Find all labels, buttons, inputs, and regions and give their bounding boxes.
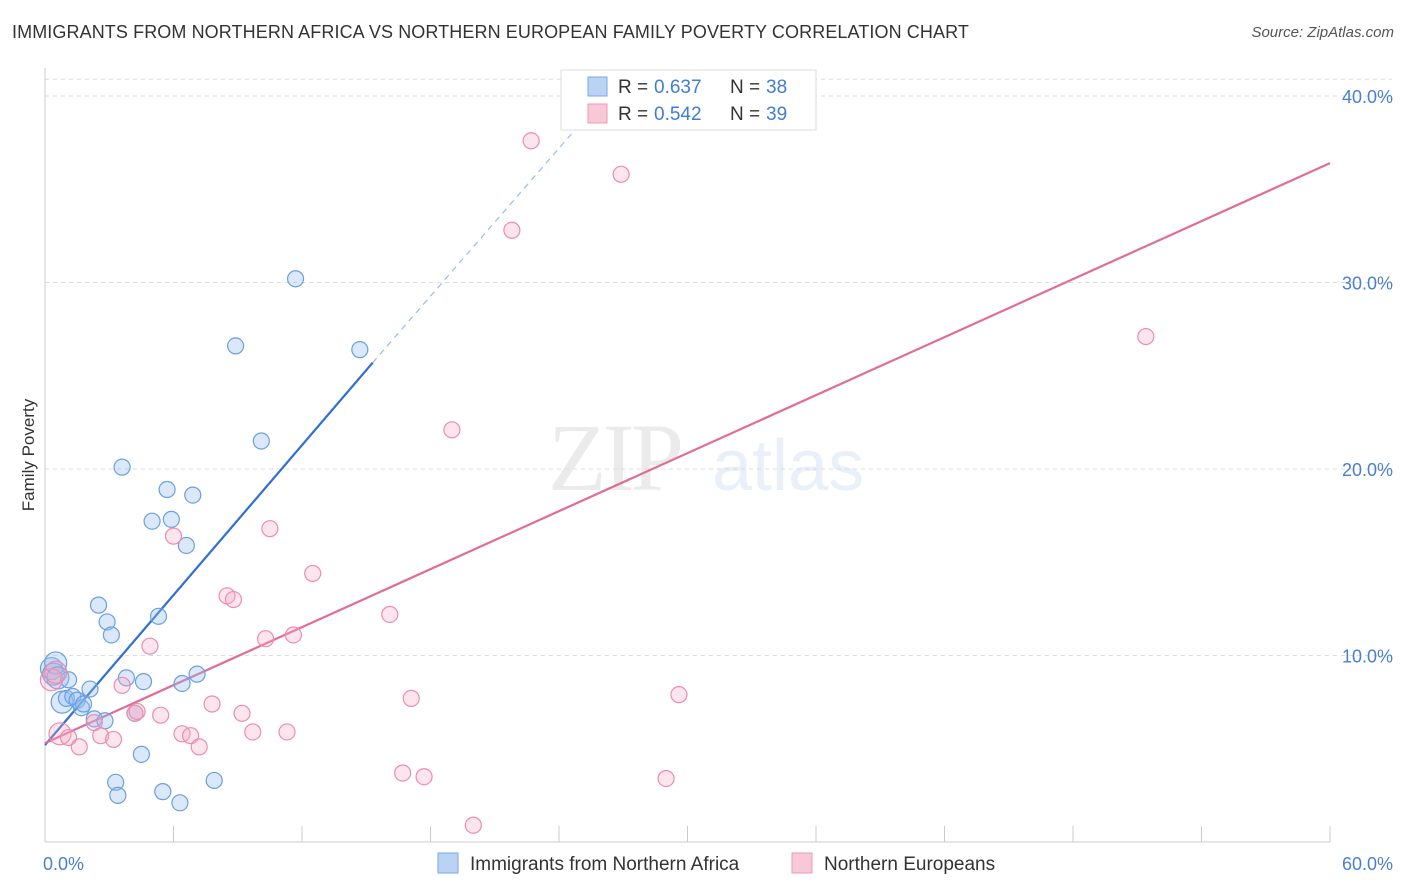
watermark: ZIP atlas (548, 404, 864, 511)
point-pink-12 (152, 706, 170, 724)
point-pink-23 (261, 520, 279, 538)
grid-lines (45, 78, 1392, 656)
point-pink-6 (92, 727, 110, 745)
series-legend-blue-swatch (437, 852, 459, 874)
point-blue-25 (149, 607, 168, 625)
trend-lines (44, 86, 1331, 746)
point-blue-23 (134, 673, 153, 691)
stats-legend-blue-n-label: N = (730, 77, 760, 98)
y-tick-label-2: 30.0% (1342, 273, 1393, 293)
point-blue-22 (132, 745, 150, 763)
point-pink-24 (278, 723, 296, 741)
stats-legend: R = 0.637 N = 38 R = 0.542 N = 39 (560, 69, 817, 131)
stats-legend-pink-r-value: 0.542 (654, 104, 702, 125)
point-pink-29 (402, 689, 420, 707)
series-legend-blue-label: Immigrants from Northern Africa (470, 854, 740, 875)
point-pink-26 (304, 564, 322, 583)
point-pink-35 (612, 165, 630, 183)
point-blue-5 (57, 689, 76, 707)
point-blue-11 (81, 680, 99, 698)
point-pink-11 (141, 637, 159, 655)
y-tick-label-0: 10.0% (1342, 646, 1393, 666)
stats-legend-pink-r-label: R = (618, 104, 648, 125)
point-pink-22 (256, 630, 275, 648)
trend-line-blue-extension (372, 86, 613, 364)
stats-legend-pink-n-label: N = (730, 104, 760, 125)
point-blue-24 (143, 512, 161, 530)
watermark-atlas: atlas (712, 426, 864, 506)
point-blue-37 (286, 270, 305, 288)
point-pink-25 (284, 626, 303, 644)
point-blue-34 (205, 771, 223, 790)
point-blue-27 (158, 480, 176, 499)
point-pink-7 (104, 730, 123, 749)
point-pink-17 (203, 695, 221, 713)
stats-legend-blue-r-value: 0.637 (654, 77, 702, 98)
point-blue-31 (177, 536, 195, 555)
chart-source: Source: ZipAtlas.com (1251, 24, 1394, 41)
point-pink-30 (415, 768, 433, 786)
point-pink-34 (522, 132, 540, 150)
point-pink-0 (39, 668, 64, 692)
point-pink-31 (443, 421, 461, 439)
point-blue-15 (98, 613, 116, 631)
y-tick-label-1: 20.0% (1342, 460, 1393, 480)
point-blue-28 (162, 510, 180, 528)
point-pink-8 (113, 676, 131, 694)
point-pink-1 (44, 660, 68, 684)
point-blue-13 (89, 596, 108, 614)
series-legend: Immigrants from Northern Africa Northern… (437, 852, 995, 875)
y-tick-label-3: 40.0% (1342, 87, 1393, 107)
point-blue-18 (109, 786, 127, 804)
stats-legend-blue-swatch (587, 76, 608, 97)
point-pink-13 (164, 527, 183, 545)
y-axis-label: Family Poverty (19, 398, 38, 511)
point-blue-17 (107, 773, 125, 791)
point-pink-33 (503, 221, 521, 239)
point-blue-32 (184, 486, 202, 504)
trend-line-pink (44, 162, 1331, 745)
chart-title: IMMIGRANTS FROM NORTHERN AFRICA VS NORTH… (12, 22, 969, 42)
point-blue-38 (351, 341, 369, 359)
point-blue-12 (85, 710, 103, 728)
stats-legend-pink-swatch (587, 103, 608, 124)
point-pink-27 (381, 605, 399, 624)
stats-legend-blue-n-value: 38 (766, 77, 787, 98)
trend-line-blue (44, 361, 374, 746)
x-tick-label-0: 0.0% (43, 854, 84, 874)
point-pink-36 (657, 769, 675, 788)
point-pink-21 (244, 723, 262, 741)
point-pink-37 (670, 686, 688, 704)
point-blue-33 (188, 665, 206, 683)
point-blue-36 (252, 432, 270, 450)
point-blue-26 (154, 783, 172, 801)
stats-legend-blue-r-label: R = (618, 77, 648, 98)
point-pink-16 (190, 738, 208, 756)
axes (44, 68, 1331, 843)
point-blue-6 (59, 671, 78, 689)
point-blue-16 (102, 626, 120, 644)
point-pink-2 (48, 722, 72, 746)
point-blue-19 (113, 458, 131, 476)
data-points (39, 132, 1155, 834)
stats-legend-pink-n-value: 39 (766, 104, 787, 125)
watermark-zip: ZIP (548, 404, 681, 511)
point-pink-32 (464, 816, 482, 834)
point-pink-28 (394, 764, 412, 782)
point-pink-38 (1137, 327, 1155, 346)
point-pink-10 (128, 702, 146, 721)
tick-labels: 10.0% 20.0% 30.0% 40.0% 0.0% 60.0% (43, 87, 1393, 874)
point-blue-29 (171, 794, 189, 812)
x-tick-label-1: 60.0% (1342, 854, 1393, 874)
point-blue-30 (173, 674, 191, 693)
point-blue-35 (227, 337, 245, 355)
point-pink-19 (224, 590, 243, 609)
point-pink-4 (70, 738, 88, 756)
series-legend-pink-swatch (791, 852, 813, 874)
series-legend-pink-label: Northern Europeans (824, 854, 995, 875)
point-blue-10 (74, 695, 93, 713)
point-pink-20 (233, 704, 251, 722)
